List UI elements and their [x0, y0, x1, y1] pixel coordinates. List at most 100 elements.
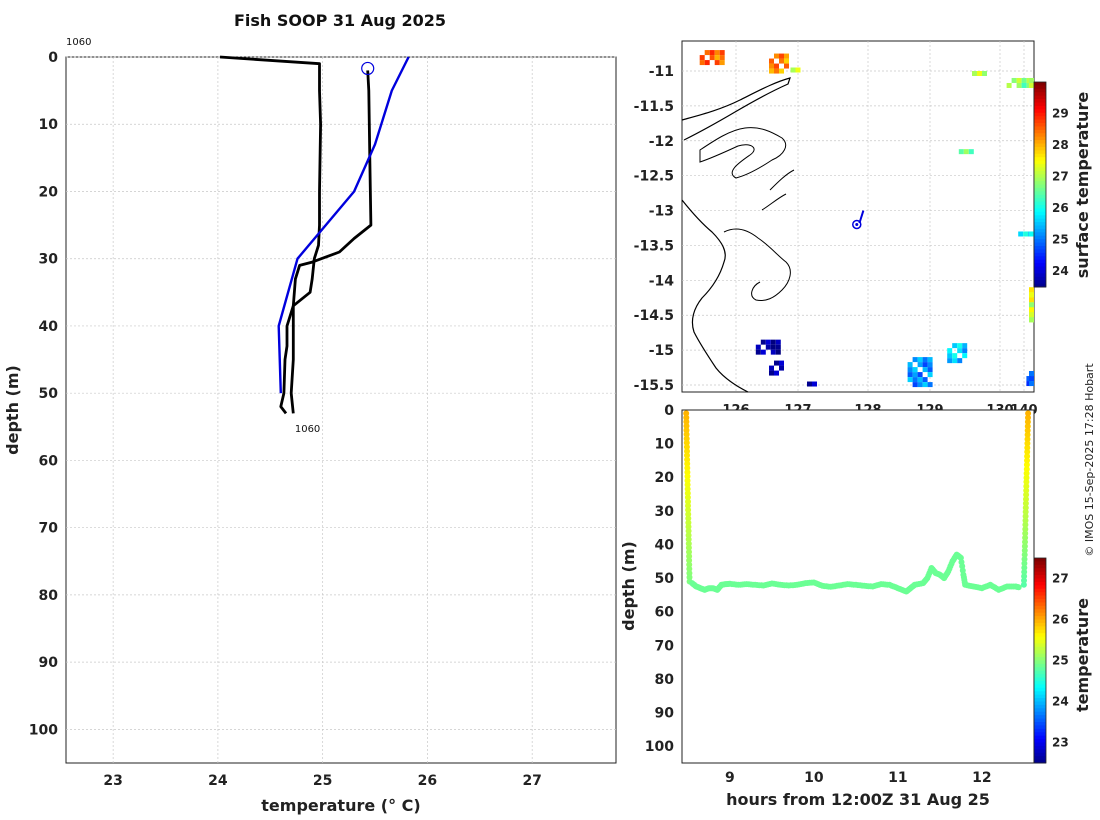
- sst-colorbar-segment: [1034, 232, 1046, 237]
- time-depth-x-label: hours from 12:00Z 31 Aug 25: [726, 790, 990, 809]
- temperature-colorbar-segment: [1034, 660, 1046, 665]
- descent-point: [683, 439, 690, 446]
- descent-point: [683, 435, 690, 442]
- ascent-point: [1022, 517, 1029, 524]
- profile-series-down-cast: [219, 55, 322, 414]
- descent-point: [685, 544, 692, 551]
- sst-colorbar-tick-label: 26: [1052, 201, 1069, 215]
- temperature-colorbar-segment: [1034, 595, 1046, 600]
- temperature-colorbar-segment: [1034, 704, 1046, 709]
- sst-colorbar-segment: [1034, 92, 1046, 97]
- sst-colorbar-segment: [1034, 225, 1046, 230]
- sst-colorbar-segment: [1034, 194, 1046, 199]
- map-sst-cell: [774, 370, 779, 376]
- sst-colorbar-segment: [1034, 177, 1046, 182]
- sst-colorbar-segment: [1034, 88, 1046, 93]
- map-sst-cell: [1026, 381, 1032, 387]
- profile-y-tick-label: 100: [29, 722, 58, 738]
- map-coastline: [681, 77, 795, 393]
- sst-colorbar-segment: [1034, 116, 1046, 121]
- descent-point: [683, 427, 690, 434]
- temperature-colorbar-segment: [1034, 633, 1046, 638]
- map-sst-cells: [699, 50, 1034, 388]
- map-sst-cell: [947, 353, 953, 359]
- temperature-colorbar-segment: [1034, 728, 1046, 733]
- ascent-point: [1024, 427, 1031, 434]
- map-sst-cell: [699, 60, 705, 66]
- map-sst-cell: [1021, 82, 1027, 88]
- sst-colorbar-segment: [1034, 133, 1046, 138]
- sst-colorbar-tick-label: 24: [1052, 264, 1069, 278]
- temperature-colorbar-segment: [1034, 722, 1046, 726]
- map-sst-cell: [912, 377, 918, 383]
- map-sst-cell: [912, 382, 918, 388]
- temperature-colorbar-segment: [1034, 735, 1046, 740]
- time-depth-y-label: depth (m): [619, 541, 638, 631]
- ascent-point: [1021, 564, 1028, 571]
- ascent-point: [1022, 508, 1029, 515]
- profile-x-ticks: 23 24 25 26 27: [103, 773, 542, 789]
- temperature-colorbar-segment: [1034, 718, 1046, 723]
- profile-x-tick-label: 26: [418, 773, 437, 789]
- map-sst-cell: [1026, 376, 1032, 382]
- map-sst-cell: [957, 343, 963, 349]
- sst-colorbar-segment: [1034, 184, 1046, 189]
- map-sst-cell: [1029, 302, 1034, 308]
- map-sst-cell: [907, 372, 913, 378]
- descent-point: [683, 414, 690, 421]
- temperature-colorbar-segment: [1034, 640, 1046, 644]
- temperature-colorbar-segment: [1034, 657, 1046, 661]
- temperature-colorbar-tick-label: 25: [1052, 654, 1069, 668]
- ascent-point: [1023, 470, 1030, 477]
- sst-colorbar-segment: [1034, 242, 1046, 247]
- sst-colorbar-segment: [1034, 112, 1046, 117]
- profile-start-marker: [361, 61, 375, 76]
- coastline-north: [681, 77, 791, 141]
- sst-colorbar-segment: [1034, 167, 1046, 172]
- imos-credit: © IMOS 15-Sep-2025 17:28 Hobart: [1083, 363, 1096, 557]
- sst-colorbar-segment: [1034, 99, 1046, 103]
- sst-colorbar-tick-label: 28: [1052, 138, 1069, 152]
- map-sst-cell: [927, 357, 933, 363]
- temperature-colorbar-segment: [1034, 745, 1046, 750]
- coastline-islets: [761, 169, 795, 211]
- sst-colorbar-segment: [1034, 228, 1046, 233]
- map-sst-cell: [1023, 231, 1029, 237]
- time-depth-x-tick-label: 10: [804, 770, 824, 786]
- descent-point: [685, 515, 692, 522]
- descent-point: [686, 570, 693, 577]
- map-sst-cell: [917, 362, 923, 368]
- sst-colorbar-segment: [1034, 85, 1046, 90]
- map-y-tick-label: -15: [649, 343, 674, 359]
- temperature-colorbar-tick-label: 24: [1052, 695, 1069, 709]
- map-sst-cell: [1006, 82, 1012, 88]
- ascent-point: [1021, 547, 1028, 554]
- sst-colorbar-segment: [1034, 109, 1046, 114]
- ascent-point: [1021, 556, 1028, 563]
- sst-colorbar-segment: [1034, 123, 1046, 127]
- map-sst-cell: [784, 58, 789, 64]
- ascent-point: [1025, 410, 1032, 417]
- descent-point: [684, 460, 691, 467]
- profile-lines: [219, 55, 410, 415]
- descent-point: [686, 549, 692, 555]
- map-sst-cell: [769, 365, 774, 371]
- temperature-colorbar-segment: [1034, 663, 1046, 668]
- map-axes-frame: [681, 40, 1035, 393]
- temperature-colorbar-segment: [1034, 752, 1046, 757]
- ascent-point: [1024, 440, 1031, 447]
- descent-point: [686, 574, 693, 581]
- time-depth-y-tick-label: 60: [655, 605, 675, 621]
- profile-series-up-cast: [279, 70, 373, 415]
- map-sst-cell: [812, 381, 817, 387]
- temperature-colorbar-segment: [1034, 739, 1046, 743]
- profile-y-tick-label: 50: [39, 386, 59, 402]
- sst-colorbar-label: surface temperature: [1073, 92, 1092, 279]
- descent-point: [684, 481, 691, 488]
- map-sst-cell: [952, 353, 958, 359]
- map-sst-cell: [922, 382, 928, 388]
- temperature-colorbar-segment: [1034, 616, 1046, 620]
- sst-colorbar-segment: [1034, 174, 1046, 179]
